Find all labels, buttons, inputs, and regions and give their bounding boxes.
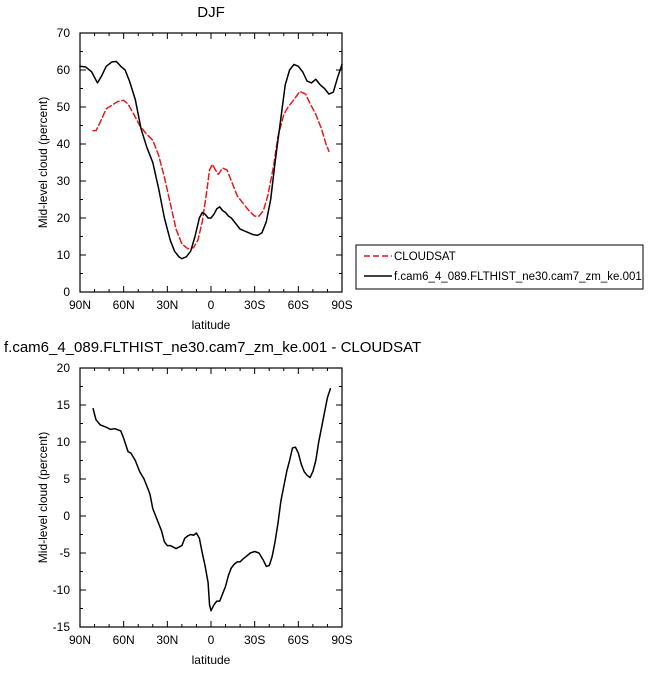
y-tick-label: 5 [63, 472, 70, 486]
x-axis: 90N 60N 30N 0 30S 60S 90S latitude [69, 33, 353, 332]
y-tick-label: 15 [57, 398, 71, 412]
chart-title: DJF [197, 4, 225, 21]
y-tick-label: 0 [63, 509, 70, 523]
y-tick-label: -10 [53, 583, 71, 597]
x-tick-label: 60N [113, 298, 135, 312]
x-tick-label: 30S [244, 633, 265, 647]
y-tick-label: -15 [53, 620, 71, 634]
series-line-f-cam6-4-089-flthist-ne30-cam7-zm-ke-001 [79, 60, 343, 260]
chart-title: f.cam6_4_089.FLTHIST_ne30.cam7_zm_ke.001… [4, 339, 421, 356]
x-axis-label: latitude [192, 653, 231, 667]
x-tick-label: 90S [331, 298, 352, 312]
series-group [79, 60, 343, 260]
y-axis-label: Mid-level cloud (percent) [36, 432, 50, 563]
series-group [92, 387, 332, 612]
y-axis: -15 -10 -5 0 5 10 15 20 Mid-level cloud (percent… [36, 361, 342, 634]
y-tick-label: 0 [63, 285, 70, 299]
y-tick-label: 20 [57, 211, 71, 225]
x-tick-label: 60S [288, 298, 309, 312]
x-tick-label: 90N [69, 633, 91, 647]
x-tick-label: 0 [208, 633, 215, 647]
y-tick-label: 50 [57, 100, 71, 114]
series-line-cloudsat [92, 90, 330, 250]
x-tick-label: 30N [156, 633, 178, 647]
legend-label: f.cam6_4_089.FLTHIST_ne30.cam7_zm_ke.001 [394, 271, 642, 283]
y-tick-label: 60 [57, 63, 71, 77]
chart-panel-2: f.cam6_4_089.FLTHIST_ne30.cam7_zm_ke.001… [4, 339, 421, 667]
y-tick-label: 20 [57, 361, 71, 375]
x-tick-label: 30S [244, 298, 265, 312]
y-tick-label: 10 [57, 435, 71, 449]
y-tick-label: 10 [57, 248, 71, 262]
y-tick-label: 40 [57, 137, 71, 151]
y-axis-label: Mid-level cloud (percent) [36, 97, 50, 228]
x-axis-label: latitude [192, 318, 231, 332]
series-line-1 [92, 387, 332, 612]
x-tick-label: 90S [331, 633, 352, 647]
y-tick-label: -5 [59, 546, 70, 560]
plot-frame [79, 367, 343, 628]
y-tick-label: 70 [57, 26, 71, 40]
x-tick-label: 30N [156, 298, 178, 312]
x-tick-label: 0 [208, 298, 215, 312]
chart-panel-1: DJF 90N 60N 30N 0 30S 60S 90S latitude 0 10 20 30 40 5… [36, 4, 644, 332]
x-tick-label: 60S [288, 633, 309, 647]
legend-box [355, 244, 644, 290]
legend: CLOUDSAT f.cam6_4_089.FLTHIST_ne30.cam7_z… [355, 244, 644, 290]
legend-label: CLOUDSAT [394, 251, 456, 263]
x-tick-label: 90N [69, 298, 91, 312]
y-axis: 0 10 20 30 40 50 60 70 Mid-level cloud (percent) [36, 26, 342, 299]
x-axis: 90N 60N 30N 0 30S 60S 90S latitude [69, 368, 353, 667]
y-tick-label: 30 [57, 174, 71, 188]
x-tick-label: 60N [113, 633, 135, 647]
